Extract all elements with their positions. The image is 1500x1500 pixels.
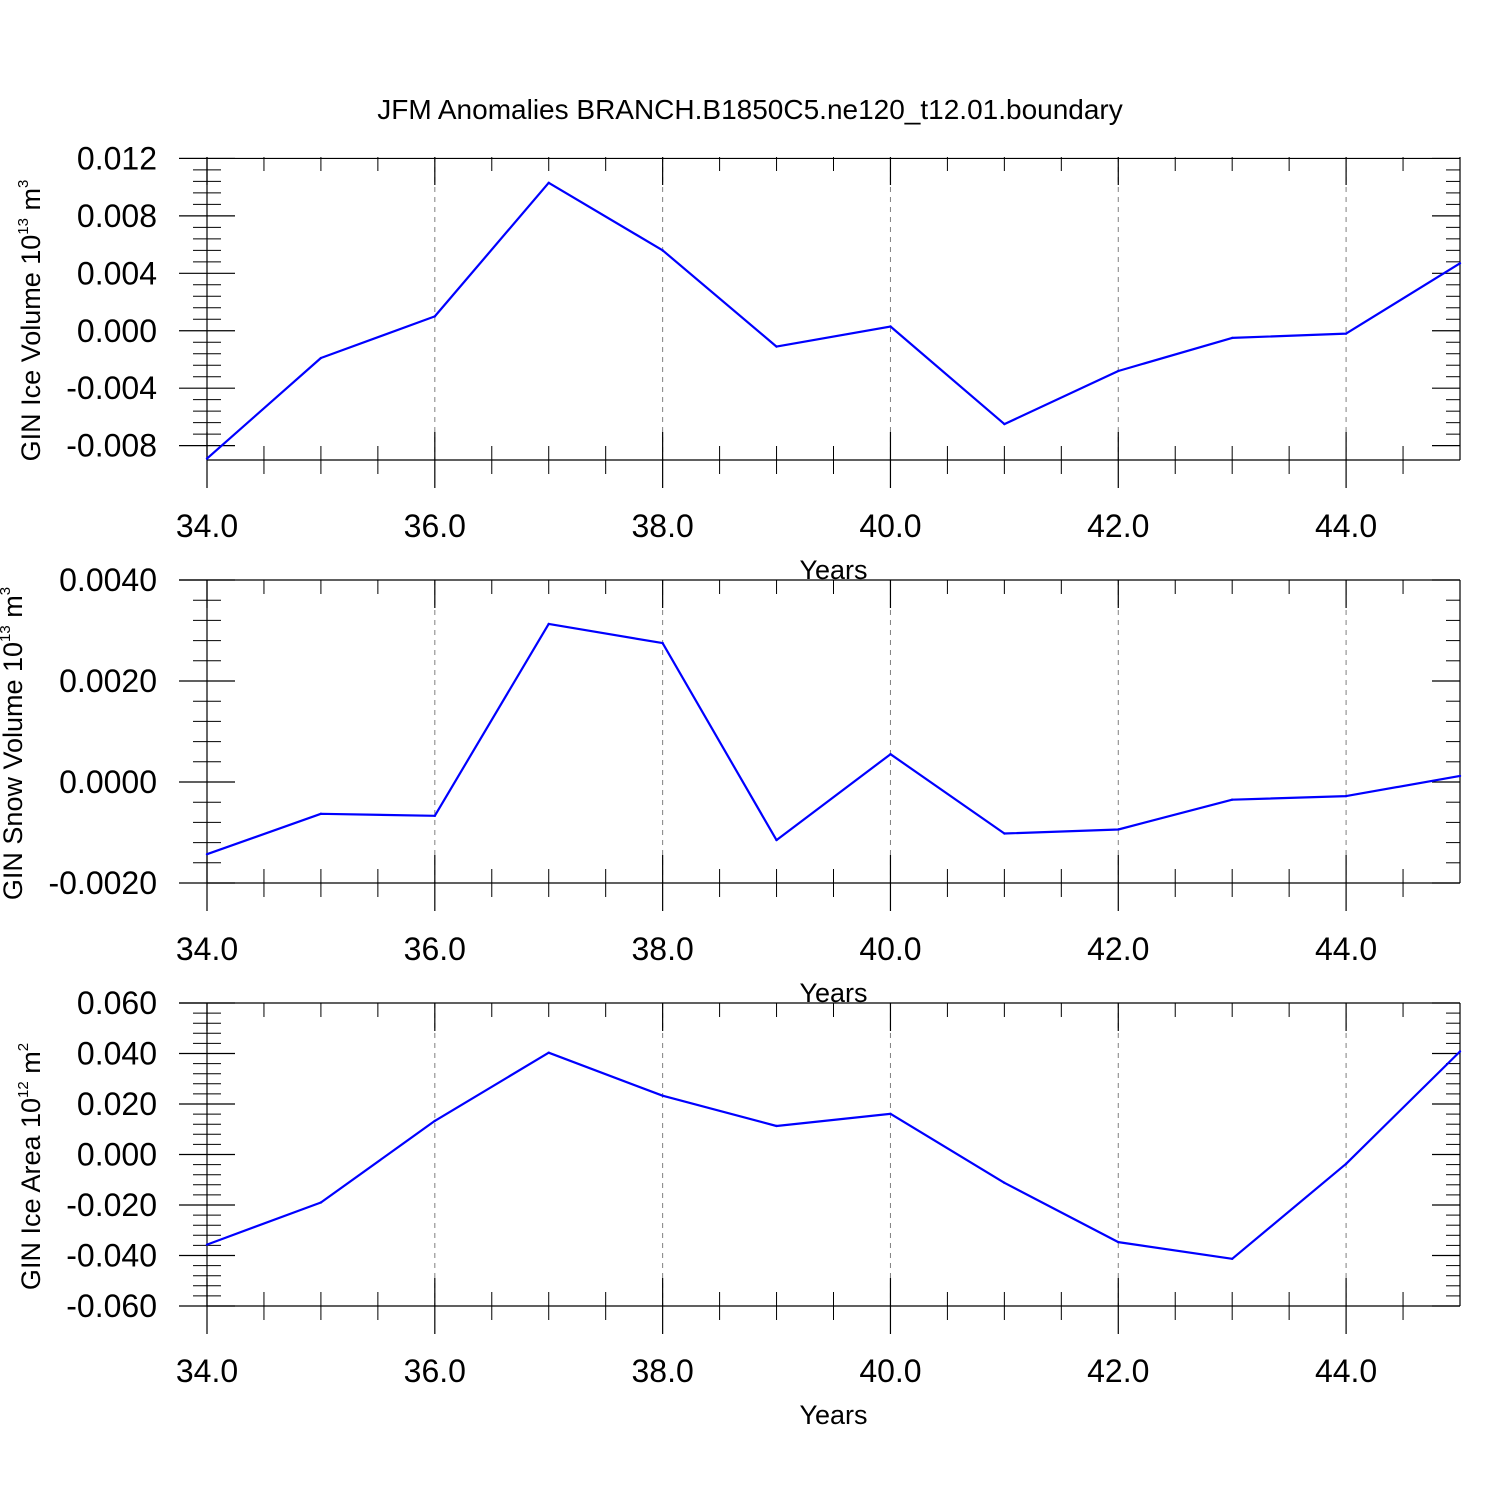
- data-point: [1458, 262, 1462, 265]
- data-point: [319, 1201, 323, 1204]
- data-point: [205, 457, 209, 460]
- panel-2: -0.0020 0.0000 0.0020 0.0040 34.0 36.0 38.0 40.…: [0, 562, 1462, 1008]
- y-axis-label-unit-exponent: 2: [15, 1043, 32, 1051]
- y-axis-label-exponent: 13: [0, 625, 14, 642]
- y-tick-label: -0.004: [66, 370, 157, 406]
- x-tick-label: 40.0: [859, 1353, 921, 1389]
- y-axis-label-unit: m: [16, 188, 46, 218]
- x-tick-label: 38.0: [631, 508, 693, 544]
- y-tick-label: -0.060: [66, 1288, 157, 1324]
- y-axis-label: GIN Ice Area 1012 m2: [15, 1043, 46, 1290]
- data-point: [775, 838, 778, 842]
- data-point: [547, 622, 550, 626]
- data-point: [1458, 1050, 1462, 1053]
- data-point: [205, 1243, 209, 1246]
- data-point: [1344, 1162, 1348, 1166]
- x-tick-label: 38.0: [631, 1353, 693, 1389]
- data-point: [1230, 798, 1234, 801]
- y-tick-label: 0.008: [77, 198, 157, 234]
- data-point: [1458, 774, 1462, 778]
- x-tick-label: 34.0: [176, 508, 238, 544]
- data-point: [661, 249, 664, 252]
- x-axis-label: Years: [799, 1400, 867, 1430]
- data-point: [1230, 336, 1234, 340]
- x-tick-label: 40.0: [859, 931, 921, 967]
- x-tick-label: 44.0: [1315, 1353, 1377, 1389]
- panel-1: -0.008 -0.004 0.000 0.004 0.008 0.012 34.0 36.0…: [15, 140, 1462, 585]
- data-point: [433, 1119, 437, 1123]
- panel-3: -0.060 -0.040 -0.020 0.000 0.020 0.040 0.060 34…: [15, 985, 1462, 1430]
- data-point: [1344, 794, 1348, 798]
- y-tick-label: 0.004: [77, 255, 157, 291]
- data-point: [1117, 828, 1120, 831]
- y-tick-label: -0.008: [66, 428, 157, 464]
- data-point: [1344, 332, 1348, 335]
- y-tick-label: 0.012: [77, 140, 157, 176]
- data-point: [433, 814, 437, 818]
- y-tick-label: -0.0020: [48, 865, 157, 901]
- data-point: [889, 1112, 892, 1116]
- data-point: [547, 181, 550, 185]
- x-tick-label: 44.0: [1315, 508, 1377, 544]
- x-tick-label: 34.0: [176, 1353, 238, 1389]
- data-point: [433, 315, 437, 318]
- data-point: [319, 356, 323, 360]
- y-axis-label-exponent: 12: [15, 1081, 32, 1098]
- x-tick-label: 42.0: [1087, 1353, 1149, 1389]
- series-line: [206, 181, 1461, 460]
- series-line: [206, 1050, 1461, 1260]
- data-point: [775, 1124, 778, 1128]
- y-tick-label: 0.0000: [59, 764, 157, 800]
- y-tick-label: 0.060: [77, 985, 157, 1021]
- x-tick-label: 38.0: [631, 931, 693, 967]
- y-axis-label-exponent: 13: [15, 218, 32, 235]
- y-tick-label: 0.000: [77, 1137, 157, 1173]
- data-point: [205, 853, 209, 856]
- data-point: [661, 641, 664, 645]
- y-axis-label-unit-exponent: 3: [0, 587, 14, 595]
- data-point: [1117, 1240, 1120, 1244]
- x-tick-label: 36.0: [404, 508, 466, 544]
- y-axis-label-main: GIN Ice Volume 10: [16, 235, 46, 462]
- data-point: [889, 325, 892, 328]
- x-tick-label: 36.0: [404, 931, 466, 967]
- data-point: [1003, 1181, 1006, 1184]
- data-point: [547, 1051, 550, 1054]
- y-tick-label: -0.040: [66, 1238, 157, 1274]
- x-tick-label: 42.0: [1087, 508, 1149, 544]
- data-point: [1117, 369, 1120, 373]
- x-tick-label: 44.0: [1315, 931, 1377, 967]
- x-tick-label: 42.0: [1087, 931, 1149, 967]
- y-axis-label: GIN Ice Volume 1013 m3: [15, 180, 46, 462]
- data-point: [661, 1094, 664, 1097]
- series-line: [206, 622, 1461, 856]
- chart-title: JFM Anomalies BRANCH.B1850C5.ne120_t12.0…: [377, 94, 1123, 125]
- data-point: [889, 753, 892, 756]
- x-tick-label: 40.0: [859, 508, 921, 544]
- y-axis-label-main: GIN Ice Area 10: [16, 1098, 46, 1290]
- y-axis-label-unit-exponent: 3: [15, 180, 32, 188]
- data-point: [319, 812, 323, 816]
- y-tick-label: 0.0040: [59, 562, 157, 598]
- y-tick-label: 0.020: [77, 1086, 157, 1122]
- data-point: [1003, 422, 1006, 426]
- data-point: [775, 345, 778, 348]
- x-tick-label: 36.0: [404, 1353, 466, 1389]
- data-point: [1003, 832, 1006, 835]
- y-tick-label: 0.0020: [59, 663, 157, 699]
- y-tick-label: -0.020: [66, 1187, 157, 1223]
- y-axis-label-unit: m: [0, 595, 28, 625]
- data-point: [1230, 1257, 1234, 1260]
- y-axis-label-unit: m: [16, 1051, 46, 1081]
- y-axis-label-main: GIN Snow Volume 10: [0, 642, 28, 900]
- y-tick-label: 0.040: [77, 1036, 157, 1072]
- x-tick-label: 34.0: [176, 931, 238, 967]
- y-tick-label: 0.000: [77, 313, 157, 349]
- y-axis-label: GIN Snow Volume 1013 m3: [0, 587, 28, 900]
